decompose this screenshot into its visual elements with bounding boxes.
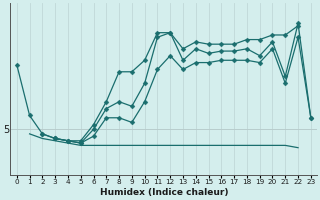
X-axis label: Humidex (Indice chaleur): Humidex (Indice chaleur) bbox=[100, 188, 228, 197]
